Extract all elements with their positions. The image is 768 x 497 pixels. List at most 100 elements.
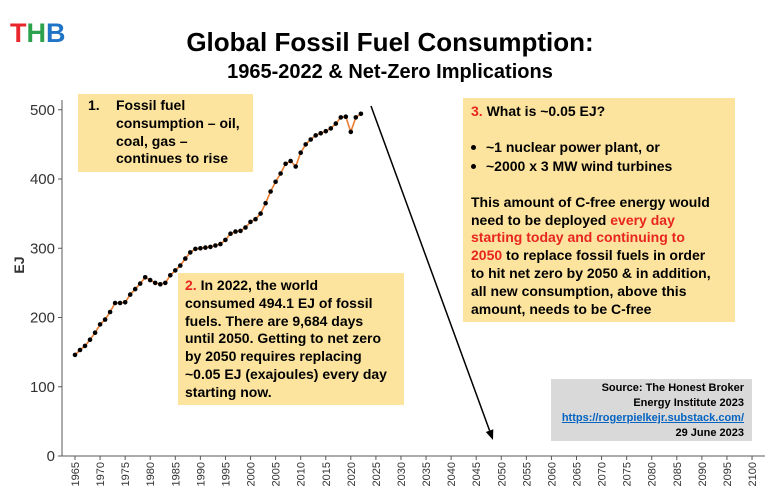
data-point: [248, 219, 253, 225]
y-tick-label: 400: [30, 171, 55, 188]
logo-letter-h: H: [26, 18, 47, 48]
x-tick-label: 2060: [546, 462, 558, 486]
y-tick-label: 200: [30, 310, 55, 327]
net-zero-arrow: [370, 105, 491, 431]
data-point: [112, 300, 118, 306]
data-point: [77, 347, 83, 353]
data-point: [72, 352, 78, 358]
x-tick-label: 2080: [647, 462, 659, 486]
data-point: [333, 121, 339, 126]
data-point: [238, 228, 243, 234]
data-point: [353, 115, 359, 120]
source-date: 29 June 2023: [675, 427, 745, 439]
annotation-box-1: 1. Fossil fuel consumption – oil, coal, …: [78, 94, 253, 172]
data-point: [213, 243, 218, 248]
data-point: [293, 164, 299, 169]
data-point: [188, 250, 193, 255]
data-point: [158, 282, 163, 287]
annotation-3-heading: 3. What is ~0.05 EJ?: [471, 103, 715, 121]
data-point: [137, 281, 143, 286]
x-tick-label: 2005: [271, 462, 283, 486]
x-tick-label: 2085: [672, 462, 684, 486]
x-tick-label: 2090: [697, 462, 709, 486]
data-point: [323, 128, 329, 134]
data-point: [303, 142, 309, 147]
data-point: [107, 309, 113, 315]
source-dataset: Energy Institute 2023: [633, 397, 744, 409]
data-point: [147, 277, 153, 283]
x-tick-label: 1985: [170, 462, 182, 486]
source-credit: Source: The Honest Broker: [601, 382, 744, 394]
x-tick-label: 2015: [321, 462, 333, 486]
annotation-3-body-text-end: to replace fossil fuels in order to hit …: [471, 247, 711, 317]
data-point: [198, 246, 203, 251]
data-point: [87, 337, 93, 343]
annotation-1-number: 1.: [88, 97, 100, 113]
data-point: [218, 241, 223, 247]
bullet-icon: [471, 144, 476, 150]
data-point: [313, 133, 319, 138]
source-box: Source: The Honest Broker Energy Institu…: [551, 379, 752, 441]
x-tick-label: 2065: [572, 462, 584, 486]
x-tick-label: 2025: [371, 462, 383, 486]
data-point: [278, 171, 283, 176]
data-point: [263, 200, 268, 206]
x-tick-label: 1970: [95, 462, 107, 486]
x-tick-label: 2030: [396, 462, 408, 486]
chart-subtitle: 1965-2022 & Net-Zero Implications: [227, 61, 553, 83]
bullet-item: ~1 nuclear power plant, or: [471, 138, 715, 157]
x-tick-label: 2100: [747, 462, 759, 486]
x-tick-label: 2000: [246, 462, 258, 486]
annotation-3-bullets: ~1 nuclear power plant, or ~2000 x 3 MW …: [471, 138, 715, 176]
data-point: [288, 158, 293, 164]
bullet-item: ~2000 x 3 MW wind turbines: [471, 157, 715, 176]
data-point: [273, 179, 278, 185]
bullet-icon: [471, 163, 476, 169]
data-point: [97, 322, 103, 327]
data-point: [243, 225, 248, 230]
x-tick-label: 2075: [622, 462, 634, 486]
data-point: [233, 229, 238, 234]
x-tick-label: 1975: [120, 462, 132, 486]
data-point: [92, 330, 98, 336]
data-point: [308, 137, 314, 142]
data-point: [178, 263, 183, 268]
x-tick-label: 1990: [195, 462, 207, 486]
net-zero-arrowhead: [485, 429, 494, 440]
data-point: [117, 300, 123, 306]
annotation-3-body: This amount of C-free energy would need …: [471, 194, 715, 319]
annotation-2-number: 2.: [185, 277, 197, 293]
data-point: [168, 273, 173, 278]
annotation-3-number: 3.: [471, 103, 483, 119]
annotation-2-text: In 2022, the world consumed 494.1 EJ of …: [185, 277, 387, 400]
annotation-box-2: 2. In 2022, the world consumed 494.1 EJ …: [178, 273, 404, 405]
data-point: [183, 256, 188, 261]
x-tick-label: 1980: [145, 462, 157, 486]
y-tick-label: 0: [47, 448, 55, 465]
bullet-text: ~2000 x 3 MW wind turbines: [486, 157, 673, 174]
x-tick-label: 2045: [471, 462, 483, 486]
data-point: [142, 275, 148, 280]
y-axis-label: EJ: [11, 256, 27, 273]
annotation-3-body-text: This amount of C-free energy would need …: [471, 193, 710, 228]
data-point: [193, 246, 198, 252]
data-point: [298, 150, 304, 155]
x-tick-label: 2095: [722, 462, 734, 486]
data-point: [127, 292, 133, 297]
data-point: [82, 343, 88, 349]
chart-title: Global Fossil Fuel Consumption:: [186, 27, 594, 57]
data-point: [163, 280, 168, 286]
annotation-1-text: Fossil fuel consumption – oil, coal, gas…: [116, 97, 240, 167]
data-point: [173, 268, 178, 273]
x-tick-label: 1995: [220, 462, 232, 486]
x-tick-label: 2050: [496, 462, 508, 486]
data-point: [208, 244, 213, 250]
logo-letter-t: T: [10, 18, 27, 48]
data-point: [228, 231, 233, 236]
x-tick-label: 2070: [597, 462, 609, 486]
data-point: [358, 111, 364, 117]
data-point: [268, 189, 273, 194]
data-point: [203, 245, 208, 250]
data-point: [328, 126, 334, 131]
